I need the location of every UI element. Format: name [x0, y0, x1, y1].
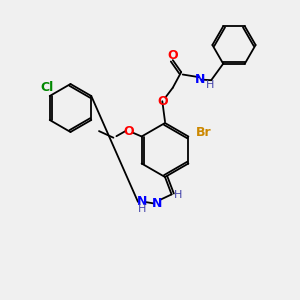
Text: O: O: [124, 124, 134, 138]
Text: O: O: [157, 95, 168, 108]
Text: H: H: [174, 190, 182, 200]
Text: Br: Br: [196, 126, 212, 140]
Text: O: O: [167, 49, 178, 62]
Text: H: H: [206, 80, 214, 90]
Text: N: N: [136, 195, 147, 208]
Text: N: N: [152, 197, 162, 210]
Text: H: H: [138, 204, 146, 214]
Text: Cl: Cl: [41, 81, 54, 94]
Text: N: N: [195, 73, 205, 85]
